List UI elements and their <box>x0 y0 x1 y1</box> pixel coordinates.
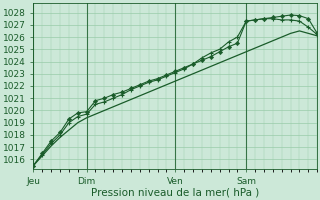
X-axis label: Pression niveau de la mer( hPa ): Pression niveau de la mer( hPa ) <box>91 187 260 197</box>
